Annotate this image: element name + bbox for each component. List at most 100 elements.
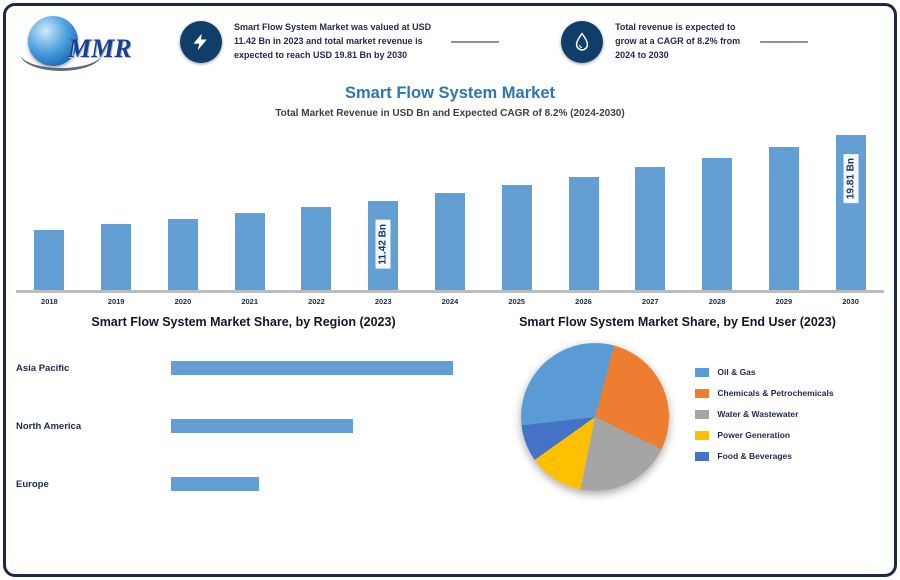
bar-2022 bbox=[301, 207, 332, 290]
pie-chart bbox=[521, 343, 670, 491]
fact-line: grow at a CAGR of 8.2% from bbox=[615, 36, 741, 47]
region-share-chart: Smart Flow System Market Share, by Regio… bbox=[16, 315, 471, 568]
bar-2018 bbox=[34, 229, 65, 290]
x-axis-label: 2024 bbox=[441, 297, 459, 306]
x-axis-labels: 2018 2019 2020 2021 2022 2023 2024 2025 2026 2027… bbox=[16, 297, 884, 306]
market-size-text: Smart Flow System Market was valued at U… bbox=[234, 21, 431, 63]
header: MMR Smart Flow System Market was valued … bbox=[20, 12, 878, 72]
logo-swoosh bbox=[20, 36, 102, 71]
x-axis-label: 2022 bbox=[308, 297, 325, 306]
fact-line: 2024 to 2030 bbox=[615, 49, 669, 60]
x-axis-label: 2027 bbox=[641, 297, 659, 306]
region-bar bbox=[171, 419, 353, 433]
bar-column bbox=[83, 224, 150, 290]
bar-column: 11.42 Bn bbox=[350, 200, 417, 290]
region-bar-track bbox=[171, 419, 471, 433]
legend-swatch bbox=[695, 430, 710, 440]
bar-column bbox=[150, 218, 217, 290]
legend-item: Oil & Gas bbox=[695, 367, 833, 377]
connector-line bbox=[760, 41, 809, 43]
legend-swatch bbox=[695, 367, 710, 377]
legend-label: Water & Wastewater bbox=[717, 409, 799, 419]
bar-column bbox=[617, 167, 684, 290]
bar-column bbox=[684, 157, 751, 290]
fact-line: expected to reach USD 19.81 Bn by 2030 bbox=[234, 49, 408, 60]
legend-item: Water & Wastewater bbox=[695, 409, 833, 419]
legend-swatch bbox=[695, 451, 710, 461]
bar-value-label: 11.42 Bn bbox=[375, 220, 391, 269]
x-axis-label: 2020 bbox=[174, 297, 192, 306]
legend-swatch bbox=[695, 409, 710, 419]
bar-2024 bbox=[434, 193, 465, 290]
legend-label: Oil & Gas bbox=[717, 367, 756, 377]
x-axis-label: 2023 bbox=[374, 297, 392, 306]
region-label: Asia Pacific bbox=[16, 362, 70, 374]
logo-text: MMR bbox=[68, 34, 132, 63]
x-axis-label: 2029 bbox=[775, 297, 793, 306]
region-row: Europe bbox=[16, 477, 471, 491]
bar-column bbox=[16, 229, 83, 290]
region-row: North America bbox=[16, 419, 471, 433]
legend-label: Food & Beverages bbox=[717, 451, 793, 461]
fact-line: Smart Flow System Market was valued at U… bbox=[234, 22, 432, 33]
pie-legend: Oil & Gas Chemicals & Petrochemicals Water… bbox=[695, 367, 834, 472]
region-label: North America bbox=[16, 420, 82, 432]
region-rows: Asia Pacific North America Europe bbox=[16, 361, 471, 491]
connector-line bbox=[451, 41, 500, 43]
cagr-text: Total revenue is expected to grow at a C… bbox=[615, 21, 740, 63]
page-subtitle: Total Market Revenue in USD Bn and Expec… bbox=[275, 108, 625, 119]
revenue-bar-chart: 11.42 Bn 19.81 Bn 2018 2019 2020 2021 2022 202… bbox=[16, 130, 884, 306]
x-axis-label: 2028 bbox=[708, 297, 726, 306]
region-row: Asia Pacific bbox=[16, 361, 471, 375]
bar-series: 11.42 Bn 19.81 Bn bbox=[16, 130, 884, 290]
region-bar bbox=[171, 361, 453, 375]
pie-area: Oil & Gas Chemicals & Petrochemicals Water… bbox=[471, 343, 884, 491]
region-chart-title: Smart Flow System Market Share, by Regio… bbox=[91, 315, 396, 329]
fact-line: Total revenue is expected to bbox=[615, 22, 736, 33]
legend-item: Chemicals & Petrochemicals bbox=[695, 388, 834, 398]
bar-2020 bbox=[167, 218, 198, 290]
bar-column bbox=[750, 146, 817, 290]
bar-2025 bbox=[501, 185, 532, 290]
bar-2029 bbox=[768, 146, 799, 290]
region-bar-track bbox=[171, 477, 471, 491]
bar-column bbox=[283, 207, 350, 290]
bar-2026 bbox=[568, 176, 599, 290]
x-axis-label: 2019 bbox=[107, 297, 125, 306]
bar-column bbox=[417, 193, 484, 290]
bar-2028 bbox=[702, 157, 733, 290]
x-axis-label: 2018 bbox=[41, 297, 58, 306]
bar-column: 19.81 Bn bbox=[817, 135, 884, 290]
bar-column bbox=[216, 213, 283, 290]
bar-2021 bbox=[234, 213, 265, 290]
x-axis-line bbox=[16, 290, 884, 293]
x-axis-label: 2021 bbox=[241, 297, 259, 306]
legend-item: Power Generation bbox=[695, 430, 833, 440]
bar-2023: 11.42 Bn bbox=[368, 200, 399, 290]
fact-line: 11.42 Bn in 2023 and total market revenu… bbox=[234, 36, 423, 47]
legend-label: Power Generation bbox=[717, 430, 791, 440]
x-axis-label: 2025 bbox=[508, 297, 526, 306]
mmr-logo: MMR bbox=[20, 12, 162, 72]
market-size-fact: Smart Flow System Market was valued at U… bbox=[180, 21, 500, 63]
legend-swatch bbox=[695, 388, 710, 398]
bottom-section: Smart Flow System Market Share, by Regio… bbox=[16, 315, 884, 568]
bar-column bbox=[483, 185, 550, 290]
enduser-chart-title: Smart Flow System Market Share, by End U… bbox=[519, 315, 836, 329]
region-bar-track bbox=[171, 361, 471, 375]
region-bar bbox=[171, 477, 259, 491]
bar-column bbox=[550, 176, 617, 290]
lightning-icon bbox=[180, 21, 222, 63]
x-axis-label: 2026 bbox=[575, 297, 592, 306]
cagr-fact: Total revenue is expected to grow at a C… bbox=[561, 21, 809, 63]
legend-label: Chemicals & Petrochemicals bbox=[717, 388, 834, 398]
enduser-share-chart: Smart Flow System Market Share, by End U… bbox=[471, 315, 884, 568]
legend-item: Food & Beverages bbox=[695, 451, 833, 461]
bar-2030: 19.81 Bn bbox=[835, 135, 866, 290]
bar-2027 bbox=[635, 167, 666, 290]
region-label: Europe bbox=[16, 478, 49, 490]
flame-icon bbox=[561, 21, 604, 63]
x-axis-label: 2030 bbox=[842, 297, 859, 306]
bar-2019 bbox=[101, 224, 132, 290]
